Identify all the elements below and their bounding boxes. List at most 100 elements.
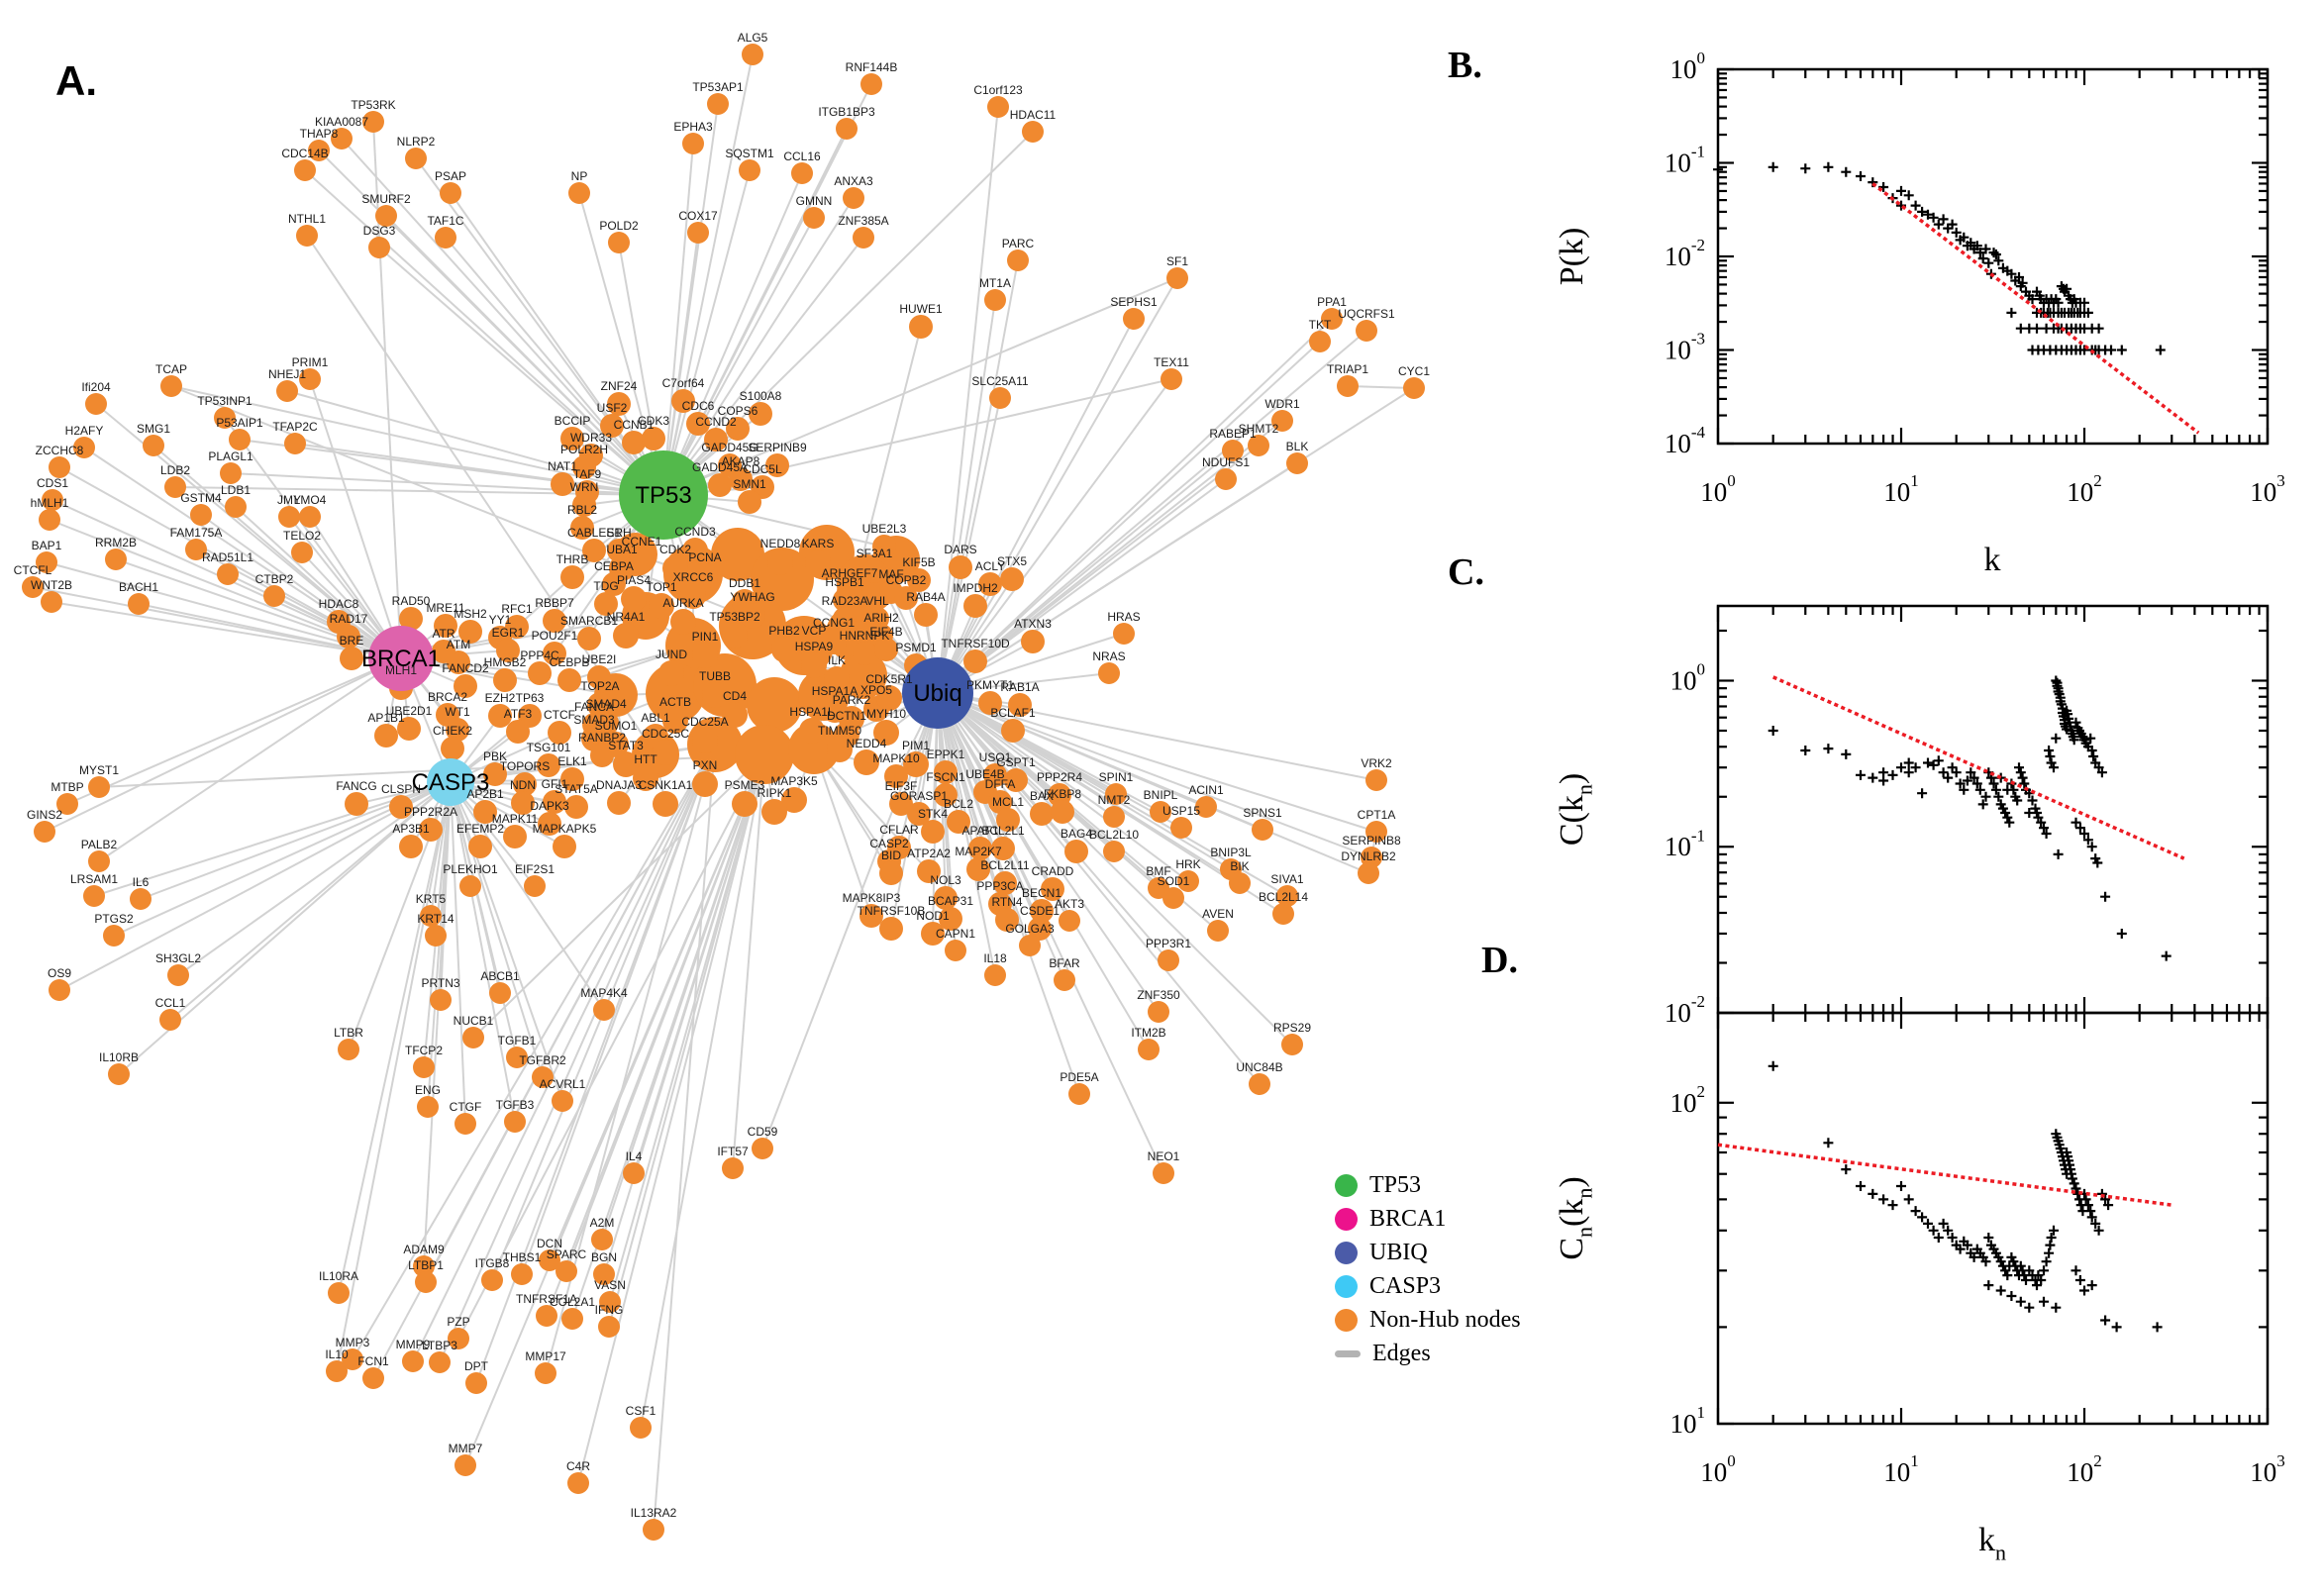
network-node xyxy=(276,380,298,402)
network-node xyxy=(299,506,321,528)
node-label: UNC84B xyxy=(1236,1060,1282,1074)
network-node xyxy=(600,414,624,438)
node-label: CCND2 xyxy=(695,415,737,429)
network-node xyxy=(658,660,684,686)
node-label: RBBP7 xyxy=(535,596,574,610)
node-label: BCAP31 xyxy=(928,894,973,908)
node-label: RAD51L1 xyxy=(202,550,253,564)
network-node xyxy=(963,594,987,618)
node-label: H2AFY xyxy=(65,424,104,438)
network-node xyxy=(504,1111,526,1133)
network-node xyxy=(1272,903,1294,925)
node-label: BCL2L1 xyxy=(981,824,1025,838)
network-node xyxy=(722,1157,744,1179)
network-node xyxy=(732,791,758,817)
network-node xyxy=(1309,331,1331,352)
node-label: PARK2 xyxy=(833,693,871,707)
network-node xyxy=(548,721,571,745)
network-node xyxy=(1150,801,1171,823)
node-label: USP15 xyxy=(1162,804,1200,818)
loglog-charts: 100​ 10-1​ 10-2​ 10-3​ 10-4​ 100​ 101​ 102​ 103​… xyxy=(1554,49,2285,1564)
network-node xyxy=(291,542,313,563)
network-node xyxy=(686,412,710,436)
network-node xyxy=(1229,872,1251,894)
node-label: PIAS4 xyxy=(617,573,651,587)
node-label: NEDD8 xyxy=(760,537,801,550)
y-tick-label: 100​ xyxy=(1670,49,1706,84)
network-node xyxy=(1286,452,1308,474)
panel-C: 100​ 10-1​ 10-2​ C(kn​) xyxy=(1554,604,2270,1028)
network-node xyxy=(1207,920,1229,942)
node-label: GSTM4 xyxy=(180,491,222,505)
node-label: TKT xyxy=(1309,318,1332,332)
powerlaw-fit-line xyxy=(1871,182,2200,435)
network-node xyxy=(963,649,987,673)
node-label: PIN1 xyxy=(692,630,719,644)
node-label: FCN1 xyxy=(357,1354,389,1368)
network-node xyxy=(539,1249,560,1271)
network-node xyxy=(49,979,70,1001)
network-node xyxy=(506,720,530,744)
node-label: IFT57 xyxy=(717,1145,749,1158)
node-label: WDR33 xyxy=(570,431,612,445)
network-node xyxy=(1162,887,1184,909)
node-label: PRTN3 xyxy=(421,976,459,990)
node-label: AP3B1 xyxy=(392,822,430,836)
network-node xyxy=(702,682,728,708)
network-node xyxy=(331,128,353,150)
network-node xyxy=(619,450,708,540)
node-label: ZNF385A xyxy=(838,214,888,228)
node-label: PPP4C xyxy=(520,648,559,662)
node-label: P53AIP1 xyxy=(216,416,263,430)
node-label: YWHAG xyxy=(730,590,774,604)
node-label: XPO5 xyxy=(860,683,892,697)
node-label: RFC1 xyxy=(501,602,533,616)
node-label: EPPK1 xyxy=(927,748,965,761)
node-label: BFAR xyxy=(1049,956,1080,970)
network-node xyxy=(535,1362,556,1384)
y-tick-label: 101​ xyxy=(1670,1403,1706,1439)
node-label: POLR2H xyxy=(560,443,608,456)
node-label: CD4 xyxy=(723,689,747,703)
network-node xyxy=(653,740,678,765)
network-node xyxy=(489,982,511,1004)
network-node xyxy=(996,808,1020,832)
node-label: GOLGA3 xyxy=(1005,922,1055,936)
node-label: THAP8 xyxy=(300,127,339,141)
network-node xyxy=(430,989,452,1011)
node-label: SMURF2 xyxy=(361,192,411,206)
node-label: ITGB1BP3 xyxy=(818,105,875,119)
network-node xyxy=(840,651,887,699)
network-node xyxy=(73,437,95,458)
node-label: NLRP2 xyxy=(397,135,436,149)
node-label: MMP17 xyxy=(525,1349,566,1363)
node-label: ACLY xyxy=(975,559,1005,573)
network-node xyxy=(607,791,631,815)
node-label: FANCG xyxy=(336,779,376,793)
node-label: TGFB1 xyxy=(498,1034,537,1047)
node-label: IL6 xyxy=(133,875,150,889)
hub-node-label: TP53 xyxy=(635,482,691,509)
node-label: PSMD1 xyxy=(895,641,937,654)
node-label: NAT1 xyxy=(548,459,577,473)
node-label: OS9 xyxy=(48,966,71,980)
network-node xyxy=(623,1162,645,1184)
network-node xyxy=(468,835,492,858)
node-label: TGFB3 xyxy=(496,1098,535,1112)
network-node xyxy=(590,744,614,767)
node-label: PSME3 xyxy=(725,778,765,792)
network-node xyxy=(338,1039,359,1060)
network-node xyxy=(503,825,527,848)
node-label: BACH1 xyxy=(119,580,158,594)
network-node xyxy=(511,1263,533,1285)
legend-label: UBIQ xyxy=(1369,1239,1428,1265)
network-node xyxy=(767,549,793,575)
node-label: ERH xyxy=(606,526,631,540)
network-node xyxy=(42,489,63,511)
network-node xyxy=(440,182,461,204)
network-node xyxy=(561,1308,583,1330)
node-label: SMN1 xyxy=(733,477,766,491)
network-node xyxy=(284,433,306,454)
node-label: KARS xyxy=(802,537,835,550)
network-node xyxy=(1215,468,1237,490)
